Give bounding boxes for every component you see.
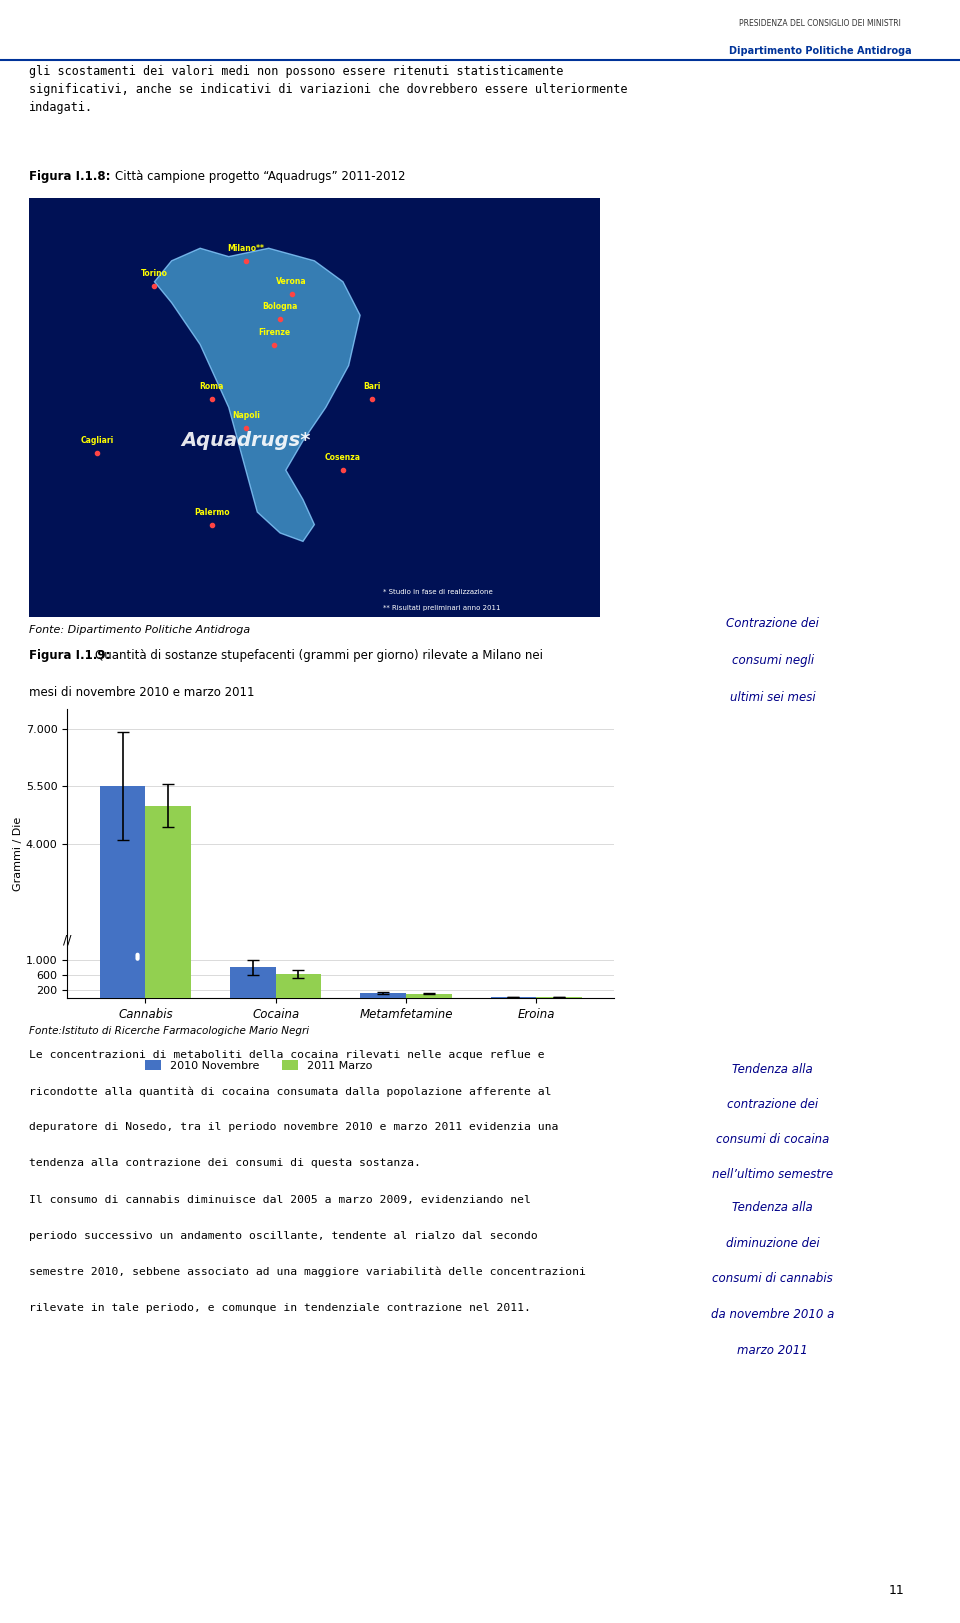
Text: da novembre 2010 a: da novembre 2010 a (711, 1308, 834, 1321)
Text: consumi di cannabis: consumi di cannabis (712, 1272, 833, 1285)
Text: consumi negli: consumi negli (732, 654, 814, 667)
Text: Roma: Roma (200, 381, 224, 391)
Text: Fonte: Dipartimento Politiche Antidroga: Fonte: Dipartimento Politiche Antidroga (29, 625, 250, 635)
Text: Città campione progetto “Aquadrugs” 2011-2012: Città campione progetto “Aquadrugs” 2011… (114, 170, 405, 183)
Polygon shape (155, 248, 360, 542)
Legend: 2010 Novembre, 2011 Marzo: 2010 Novembre, 2011 Marzo (140, 1055, 377, 1076)
Text: Fonte:Istituto di Ricerche Farmacologiche Mario Negri: Fonte:Istituto di Ricerche Farmacologich… (29, 1026, 309, 1035)
Bar (406, 993, 451, 998)
Text: 11: 11 (888, 1584, 904, 1597)
Text: contrazione dei: contrazione dei (728, 1099, 818, 1112)
Text: ricondotte alla quantità di cocaina consumata dalla popolazione afferente al: ricondotte alla quantità di cocaina cons… (29, 1086, 551, 1097)
Text: Contrazione dei: Contrazione dei (727, 617, 819, 630)
Bar (100, 786, 145, 998)
Text: Le concentrazioni di metaboliti della cocaina rilevati nelle acque reflue e: Le concentrazioni di metaboliti della co… (29, 1050, 544, 1060)
Text: Tendenza alla: Tendenza alla (732, 1201, 813, 1214)
Text: Cagliari: Cagliari (81, 437, 114, 445)
Text: Palermo: Palermo (194, 508, 229, 516)
Bar (230, 967, 276, 998)
Text: Figura I.1.8:: Figura I.1.8: (29, 170, 110, 183)
Text: gli scostamenti dei valori medi non possono essere ritenuti statisticamente
sign: gli scostamenti dei valori medi non poss… (29, 65, 627, 114)
Text: Aquadrugs*: Aquadrugs* (181, 432, 311, 450)
Text: periodo successivo un andamento oscillante, tendente al rialzo dal secondo: periodo successivo un andamento oscillan… (29, 1230, 538, 1240)
Text: Bari: Bari (363, 381, 380, 391)
Text: ** Risultati preliminari anno 2011: ** Risultati preliminari anno 2011 (383, 605, 500, 612)
Text: Quantità di sostanze stupefacenti (grammi per giorno) rilevate a Milano nei: Quantità di sostanze stupefacenti (gramm… (95, 649, 543, 662)
Text: Tendenza alla: Tendenza alla (732, 1063, 813, 1076)
Text: semestre 2010, sebbene associato ad una maggiore variabilità delle concentrazion: semestre 2010, sebbene associato ad una … (29, 1266, 586, 1277)
Text: Figura I.1.9:: Figura I.1.9: (29, 649, 110, 662)
Text: ultimi sei mesi: ultimi sei mesi (730, 690, 816, 704)
Bar (145, 805, 191, 998)
Text: Milano**: Milano** (228, 243, 264, 253)
Text: nell’ultimo semestre: nell’ultimo semestre (712, 1169, 833, 1182)
Text: Cosenza: Cosenza (324, 453, 361, 463)
Text: Bologna: Bologna (262, 302, 298, 312)
Y-axis label: Grammi / Die: Grammi / Die (12, 816, 23, 891)
Text: PRESIDENZA DEL CONSIGLIO DEI MINISTRI: PRESIDENZA DEL CONSIGLIO DEI MINISTRI (739, 19, 901, 28)
Text: depuratore di Nosedo, tra il periodo novembre 2010 e marzo 2011 evidenzia una: depuratore di Nosedo, tra il periodo nov… (29, 1123, 558, 1133)
Text: Firenze: Firenze (258, 328, 291, 336)
Bar (276, 974, 322, 998)
Text: tendenza alla contrazione dei consumi di questa sostanza.: tendenza alla contrazione dei consumi di… (29, 1159, 420, 1169)
Text: diminuzione dei: diminuzione dei (726, 1237, 820, 1250)
Text: //: // (63, 933, 71, 946)
Text: Torino: Torino (141, 269, 168, 278)
Text: Verona: Verona (276, 278, 307, 286)
Text: Napoli: Napoli (232, 411, 260, 420)
Text: consumi di cocaina: consumi di cocaina (716, 1133, 829, 1146)
Bar (360, 993, 406, 998)
Text: rilevate in tale periodo, e comunque in tendenziale contrazione nel 2011.: rilevate in tale periodo, e comunque in … (29, 1303, 531, 1313)
Text: mesi di novembre 2010 e marzo 2011: mesi di novembre 2010 e marzo 2011 (29, 685, 254, 700)
Text: Il consumo di cannabis diminuisce dal 2005 a marzo 2009, evidenziando nel: Il consumo di cannabis diminuisce dal 20… (29, 1195, 531, 1204)
Text: Dipartimento Politiche Antidroga: Dipartimento Politiche Antidroga (729, 45, 912, 57)
Text: * Studio in fase di realizzazione: * Studio in fase di realizzazione (383, 589, 492, 594)
Text: marzo 2011: marzo 2011 (737, 1344, 808, 1357)
